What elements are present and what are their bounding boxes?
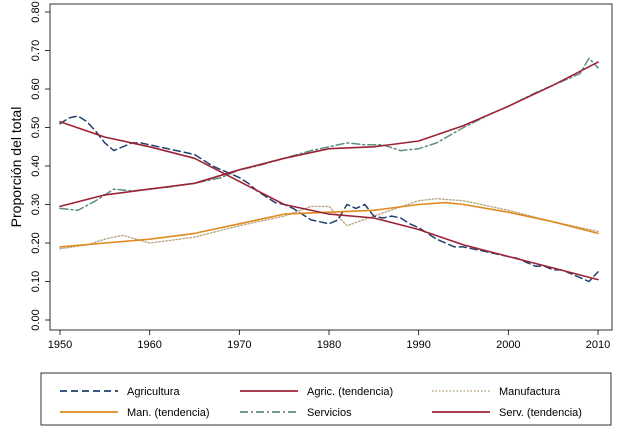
x-tick-label: 1980: [317, 339, 341, 351]
legend-box: [40, 372, 612, 426]
y-axis-title: Proporción del total: [8, 107, 24, 228]
plot-frame: [49, 3, 613, 331]
series-line-4: [59, 57, 599, 212]
y-tick-label: 0.80: [30, 1, 42, 22]
legend-label-2: Manufactura: [499, 386, 561, 398]
series-line-1: [59, 120, 599, 281]
y-tick-label: 0.70: [30, 40, 42, 61]
y-tick-label: 0.40: [30, 155, 42, 176]
x-axis: 1950 1960 1970 1980 1990 2000 2010: [48, 330, 610, 351]
x-tick-label: 1960: [137, 339, 161, 351]
series-line-2: [59, 198, 599, 250]
legend-label-5: Serv. (tendencia): [499, 407, 582, 419]
x-tick-label: 1970: [227, 339, 251, 351]
y-tick-label: 0.10: [30, 271, 42, 292]
x-tick-label: 1990: [406, 339, 430, 351]
x-tick-label: 1950: [48, 339, 72, 351]
series-line-3: [59, 201, 599, 248]
series-layer: [59, 57, 599, 283]
series-line-5: [59, 61, 599, 208]
y-tick-label: 0.20: [30, 232, 42, 253]
legend: Agricultura Agric. (tendencia) Manufactura…: [40, 372, 612, 426]
legend-label-1: Agric. (tendencia): [307, 386, 393, 398]
y-tick-label: 0.30: [30, 194, 42, 215]
y-tick-label: 0.60: [30, 78, 42, 99]
legend-label-0: Agricultura: [127, 386, 180, 398]
plot-area: [49, 3, 613, 331]
series-line-0: [59, 115, 599, 283]
y-axis: 0.00 0.10 0.20 0.30 0.40 0.50 0.60 0.70 0.80: [30, 1, 50, 331]
legend-label-3: Man. (tendencia): [127, 407, 210, 419]
x-tick-label: 2000: [496, 339, 520, 351]
y-tick-label: 0.50: [30, 117, 42, 138]
y-tick-label: 0.00: [30, 309, 42, 330]
legend-label-4: Servicios: [307, 407, 352, 419]
x-tick-label: 2010: [586, 339, 610, 351]
